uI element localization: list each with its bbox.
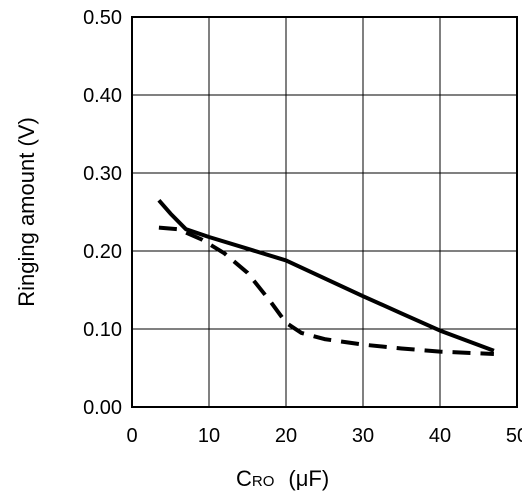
series-line-solid <box>157 198 495 353</box>
series-line-dashed <box>158 225 494 356</box>
x-tick-label: 50 <box>506 425 522 447</box>
plot-frame <box>131 16 518 408</box>
y-tick-label: 0.00 <box>83 397 122 419</box>
x-axis-label-subscript: RO <box>252 473 275 490</box>
x-axis-label: CRO (μF) <box>236 466 329 491</box>
y-tick-label: 0.40 <box>83 85 122 107</box>
y-axis-label: Ringing amount (V) <box>14 117 39 307</box>
x-tick-label: 20 <box>275 425 297 447</box>
x-tick-label: 0 <box>126 425 137 447</box>
y-tick-label: 0.50 <box>83 7 122 29</box>
y-tick-label: 0.20 <box>83 241 122 263</box>
x-axis-label-main: C <box>236 466 252 491</box>
y-tick-label: 0.30 <box>83 163 122 185</box>
x-tick-label: 10 <box>198 425 220 447</box>
y-tick-label: 0.10 <box>83 319 122 341</box>
x-tick-labels: 0 10 20 30 40 50 <box>126 425 522 447</box>
series-layer <box>157 198 495 356</box>
y-tick-labels: 0.00 0.10 0.20 0.30 0.40 0.50 <box>83 7 122 419</box>
x-tick-label: 30 <box>352 425 374 447</box>
x-axis-label-unit: (μF) <box>288 466 329 491</box>
grid <box>132 17 517 407</box>
x-tick-label: 40 <box>429 425 451 447</box>
